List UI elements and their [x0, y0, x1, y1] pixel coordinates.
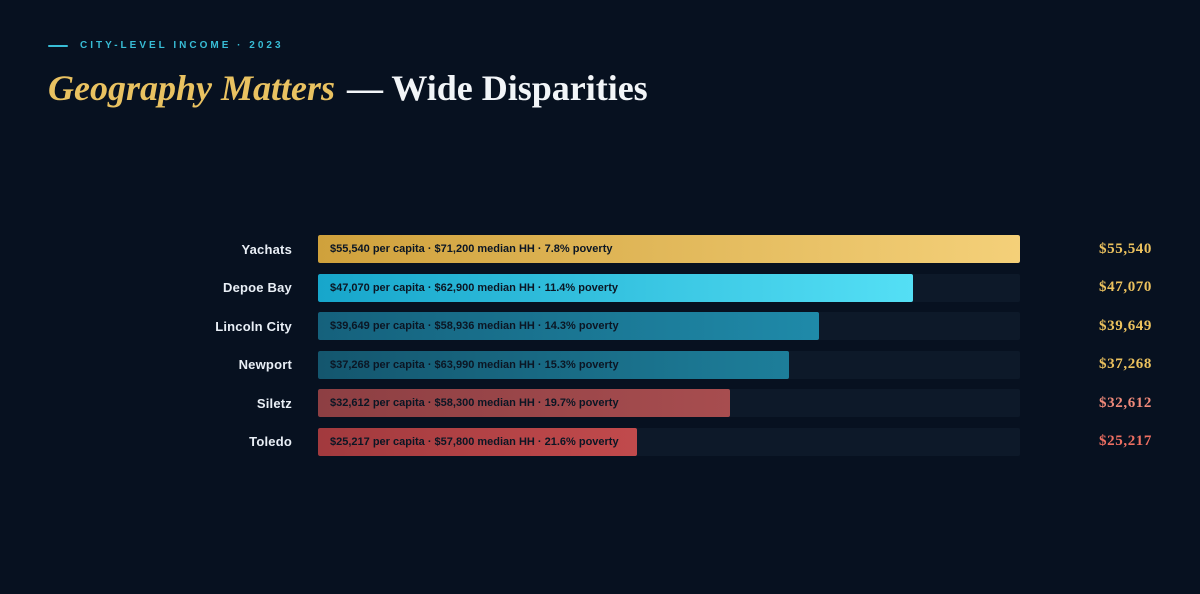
bar: $55,540 per capita · $71,200 median HH ·… — [318, 235, 1020, 264]
value-label: $55,540 — [1099, 240, 1152, 257]
bar-annotation: $55,540 per capita · $71,200 median HH ·… — [330, 243, 613, 256]
bar-track: $39,649 per capita · $58,936 median HH ·… — [318, 312, 1020, 341]
bar: $25,217 per capita · $57,800 median HH ·… — [318, 427, 637, 456]
value-label: $37,268 — [1099, 356, 1152, 373]
bar-row: Yachats $55,540 per capita · $71,200 med… — [48, 235, 1152, 264]
eyebrow-label: CITY-LEVEL INCOME · 2023 — [80, 40, 284, 51]
city-label: Siletz — [256, 395, 292, 411]
bar-row: Lincoln City $39,649 per capita · $58,93… — [48, 312, 1152, 341]
bar-track: $47,070 per capita · $62,900 median HH ·… — [318, 273, 1020, 302]
value-label: $39,649 — [1099, 317, 1152, 334]
bar-row: Newport $37,268 per capita · $63,990 med… — [48, 350, 1152, 379]
city-label: Toledo — [249, 434, 292, 450]
bar-track: $32,612 per capita · $58,300 median HH ·… — [318, 389, 1020, 418]
bar-annotation: $37,268 per capita · $63,990 median HH ·… — [330, 358, 619, 371]
bar: $37,268 per capita · $63,990 median HH ·… — [318, 350, 790, 379]
bar-annotation: $25,217 per capita · $57,800 median HH ·… — [330, 435, 619, 448]
bar-row: Toledo $25,217 per capita · $57,800 medi… — [48, 427, 1152, 456]
bar-annotation: $39,649 per capita · $58,936 median HH ·… — [330, 320, 619, 333]
bar: $32,612 per capita · $58,300 median HH ·… — [318, 389, 731, 418]
bar-track: $25,217 per capita · $57,800 median HH ·… — [318, 427, 1020, 456]
bar-annotation: $47,070 per capita · $62,900 median HH ·… — [330, 281, 618, 294]
value-label: $25,217 — [1099, 433, 1152, 450]
eyebrow-dash-icon — [48, 44, 68, 47]
bar-row: Siletz $32,612 per capita · $58,300 medi… — [48, 389, 1152, 418]
bar-annotation: $32,612 per capita · $58,300 median HH ·… — [330, 397, 619, 410]
bar: $47,070 per capita · $62,900 median HH ·… — [318, 273, 913, 302]
page-title-accent: Geography Matters — [48, 68, 335, 108]
city-label: Yachats — [241, 241, 292, 257]
value-label: $47,070 — [1099, 279, 1152, 296]
bar-chart: Yachats $55,540 per capita · $71,200 med… — [48, 235, 1152, 456]
bar-row: Depoe Bay $47,070 per capita · $62,900 m… — [48, 273, 1152, 302]
eyebrow: CITY-LEVEL INCOME · 2023 — [48, 40, 1152, 51]
city-label: Lincoln City — [215, 318, 292, 334]
page-title: Geography Matters — Wide Disparities — [48, 67, 1152, 109]
city-label: Depoe Bay — [223, 280, 292, 296]
bar-track: $55,540 per capita · $71,200 median HH ·… — [318, 235, 1020, 264]
value-label: $32,612 — [1099, 394, 1152, 411]
page-title-rest: — Wide Disparities — [347, 68, 648, 108]
bar: $39,649 per capita · $58,936 median HH ·… — [318, 312, 820, 341]
city-label: Newport — [238, 357, 292, 373]
bar-track: $37,268 per capita · $63,990 median HH ·… — [318, 350, 1020, 379]
